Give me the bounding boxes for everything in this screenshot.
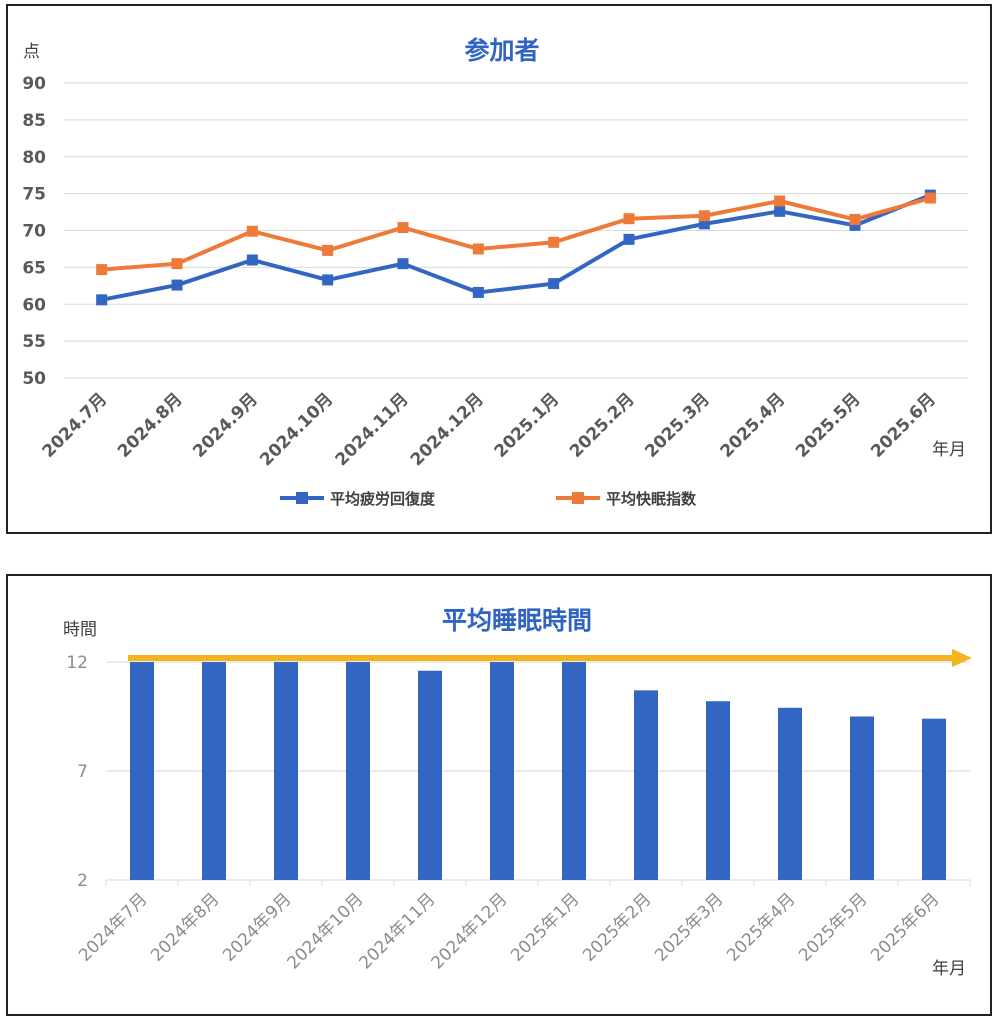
bar <box>346 662 370 880</box>
bar <box>202 662 226 880</box>
data-point <box>246 225 258 237</box>
x-tick-label: 2025年6月 <box>867 889 943 965</box>
bar-chart-panel: 平均睡眠時間 時間 年月 2 7 12 2024年7月 2024年8月 2024年9月 2… <box>6 574 992 1016</box>
y-axis-label: 点 <box>23 42 40 62</box>
data-point <box>623 233 635 245</box>
data-point <box>171 258 183 270</box>
bar <box>562 662 586 880</box>
data-point <box>472 243 484 255</box>
x-tick-label: 2024.7月 <box>39 389 112 462</box>
data-point <box>397 258 409 270</box>
data-point <box>322 274 334 286</box>
data-point <box>322 244 334 256</box>
data-point <box>397 222 409 234</box>
y-tick-label: 50 <box>22 369 46 389</box>
series-line <box>101 193 932 302</box>
bar <box>130 662 154 880</box>
bar <box>418 670 442 880</box>
data-point <box>623 213 635 225</box>
line-chart-panel: 参加者 点 年月 50 55 60 65 70 75 80 85 90 2024.7月 2024.… <box>6 4 992 534</box>
legend-item: 平均快眠指数 <box>556 490 697 508</box>
x-tick-label: 2025.5月 <box>792 389 865 462</box>
y-tick-label: 7 <box>77 762 88 782</box>
data-point <box>548 236 560 248</box>
x-tick-label: 2024年10月 <box>283 889 367 973</box>
y-tick-label: 60 <box>22 295 46 315</box>
data-point <box>171 279 183 291</box>
x-tick-label: 2024年8月 <box>147 889 223 965</box>
x-tick-label: 2025.2月 <box>566 389 639 462</box>
x-tick-label: 2025年2月 <box>579 889 655 965</box>
bar <box>706 701 730 880</box>
x-tick-label: 2024年12月 <box>427 889 511 973</box>
x-tick-label: 2024.8月 <box>114 389 187 462</box>
data-point <box>698 218 710 230</box>
legend-label: 平均疲労回復度 <box>330 490 436 508</box>
y-axis-label: 時間 <box>63 620 97 640</box>
legend-item: 平均疲労回復度 <box>280 490 436 508</box>
y-tick-label: 12 <box>66 653 88 673</box>
y-tick-label: 55 <box>22 332 46 352</box>
bar <box>490 662 514 880</box>
bar <box>922 718 946 880</box>
y-tick-label: 70 <box>22 222 46 242</box>
data-point <box>774 195 786 207</box>
x-tick-label: 2025.4月 <box>717 389 790 462</box>
x-tick-label: 2024.10月 <box>256 389 337 470</box>
x-tick-label: 2025.3月 <box>641 389 714 462</box>
bar <box>778 707 802 880</box>
y-tick-label: 80 <box>22 148 46 168</box>
legend-label: 平均快眠指数 <box>606 490 697 508</box>
data-point <box>472 286 484 298</box>
data-point <box>774 205 786 217</box>
legend-marker <box>296 492 308 504</box>
y-tick-label: 85 <box>22 111 46 131</box>
data-point <box>246 254 258 266</box>
bar <box>634 690 658 880</box>
chart-title: 参加者 <box>464 36 539 65</box>
y-tick-label: 65 <box>22 258 46 278</box>
x-tick-label: 2024.9月 <box>189 389 262 462</box>
y-tick-label: 90 <box>22 74 46 94</box>
x-tick-label: 2024年9月 <box>219 889 295 965</box>
x-tick-label: 2024年11月 <box>355 889 439 973</box>
chart-title: 平均睡眠時間 <box>442 606 592 635</box>
bar <box>274 662 298 880</box>
data-point <box>96 294 108 306</box>
y-tick-label: 2 <box>77 871 88 891</box>
data-point <box>849 219 861 231</box>
trend-arrow-head <box>952 649 972 667</box>
data-point <box>548 278 560 290</box>
data-point <box>849 213 861 225</box>
x-tick-label: 2025.1月 <box>491 389 564 462</box>
bar <box>850 716 874 880</box>
x-tick-label: 2025.6月 <box>867 389 940 462</box>
x-tick-label: 2025年5月 <box>795 889 871 965</box>
legend-marker <box>572 492 584 504</box>
x-axis-label: 年月 <box>932 959 966 979</box>
data-point <box>96 264 108 276</box>
x-tick-label: 2025年1月 <box>507 889 583 965</box>
x-tick-label: 2024年7月 <box>75 889 151 965</box>
data-point <box>924 192 936 204</box>
series-line <box>101 196 931 272</box>
x-tick-label: 2025年4月 <box>723 889 799 965</box>
x-tick-label: 2024.11月 <box>332 389 413 470</box>
x-tick-label: 2025年3月 <box>651 889 727 965</box>
y-tick-label: 75 <box>22 185 46 205</box>
x-tick-label: 2024.12月 <box>407 389 488 470</box>
x-axis-label: 年月 <box>932 440 966 460</box>
data-point <box>698 210 710 222</box>
